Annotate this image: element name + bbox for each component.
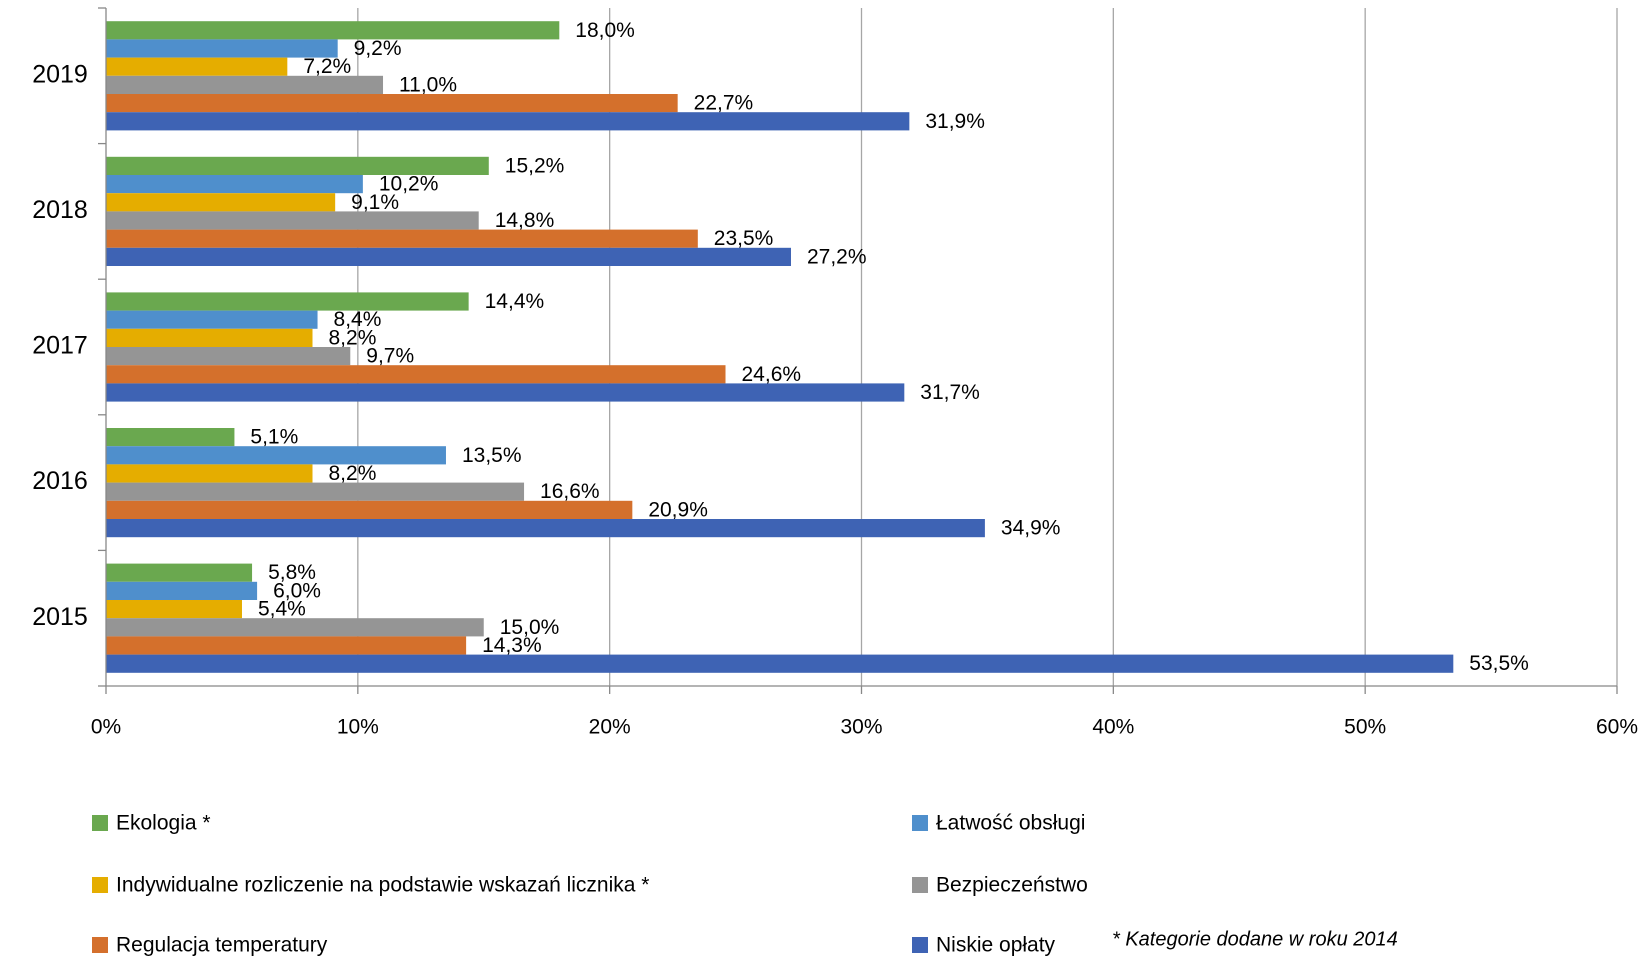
data-label: 5,1% [250,426,298,449]
bar [106,39,338,58]
x-tick-label: 50% [1344,716,1386,739]
bar [106,229,698,248]
data-label: 20,9% [648,498,708,521]
y-tick-label: 2018 [32,196,88,224]
data-label: 22,7% [694,92,754,115]
bar [106,112,910,131]
x-tick-label: 40% [1092,716,1134,739]
bar [106,328,313,347]
bar [106,156,489,175]
data-label: 14,3% [482,634,542,657]
bar [106,581,258,600]
bar [106,347,351,366]
data-label: 11,0% [399,73,457,96]
data-label: 8,2% [329,462,377,485]
bar [106,75,384,94]
data-label: 18,0% [575,19,635,42]
bar [106,428,235,447]
data-label: 15,2% [505,154,565,177]
data-label: 24,6% [742,363,802,386]
x-tick-label: 10% [337,716,379,739]
bar [106,383,905,402]
data-label: 9,1% [351,191,399,214]
bar [106,446,446,465]
bar [106,365,726,384]
x-tick-label: 0% [91,716,121,739]
bar [106,57,288,76]
data-label: 9,2% [354,37,402,60]
bar [106,618,484,637]
x-tick-label: 30% [840,716,882,739]
bar [106,654,1454,673]
data-label: 27,2% [807,245,867,268]
bar [106,175,363,194]
bar [106,500,633,519]
legend-swatch [912,877,928,893]
y-tick-label: 2017 [32,332,88,360]
y-tick-label: 2015 [32,603,88,631]
legend-swatch [912,937,928,953]
x-tick-label: 20% [589,716,631,739]
legend-swatch [92,937,108,953]
data-label: 9,7% [366,345,414,368]
legend-label: Łatwość obsługi [936,812,1085,835]
data-label: 34,9% [1001,517,1061,540]
annotation: * Kategorie dodane w roku 2014 [1112,928,1398,950]
y-tick-label: 2019 [32,60,88,88]
data-label: 53,5% [1469,652,1529,675]
data-label: 15,0% [500,616,560,639]
bar [106,94,678,113]
legend-swatch [92,815,108,831]
bar [106,636,467,655]
data-label: 16,6% [540,480,600,503]
data-label: 23,5% [714,227,774,250]
bar [106,310,318,329]
y-tick-label: 2016 [32,467,88,495]
data-label: 8,4% [334,308,382,331]
legend-label: Regulacja temperatury [116,934,328,956]
bar [106,211,479,230]
bar [106,563,253,582]
data-label: 14,8% [495,209,555,232]
bar [106,193,336,212]
data-label: 10,2% [379,173,439,196]
data-label: 14,4% [485,290,545,313]
data-label: 8,2% [329,326,377,349]
legend-swatch [912,815,928,831]
bar [106,247,791,266]
legend-swatch [92,877,108,893]
data-label: 31,9% [925,110,985,133]
bar [106,600,242,619]
legend-label: Bezpieczeństwo [936,874,1088,897]
data-label: 5,8% [268,561,316,584]
data-label: 7,2% [303,55,351,78]
data-label: 31,7% [920,381,980,404]
bar [106,292,469,311]
bar [106,519,985,538]
bar [106,482,525,501]
data-label: 5,4% [258,598,306,621]
data-label: 13,5% [462,444,522,467]
legend-label: Niskie opłaty [936,934,1056,956]
bar [106,21,560,40]
legend-label: Indywidualne rozliczenie na podstawie ws… [116,874,649,897]
data-label: 6,0% [273,579,321,602]
legend-label: Ekologia * [116,812,211,835]
x-tick-label: 60% [1596,716,1638,739]
bar [106,464,313,483]
